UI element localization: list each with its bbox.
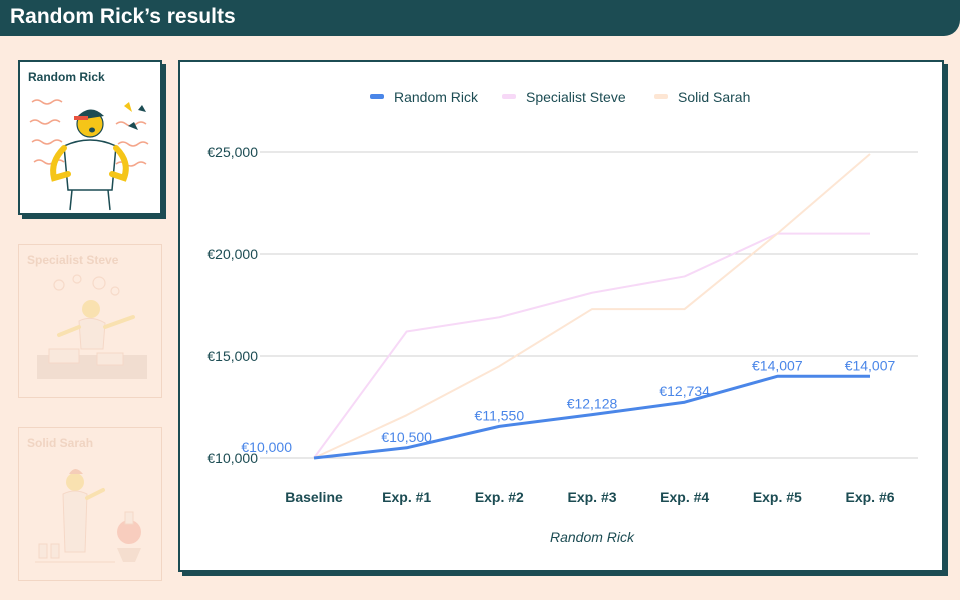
x-tick-label: Exp. #5 — [753, 489, 802, 505]
series-line — [313, 374, 870, 460]
legend-swatch — [654, 94, 668, 99]
y-tick-label: €15,000 — [207, 348, 258, 364]
series-line — [313, 232, 870, 459]
data-label: €14,007 — [845, 357, 896, 373]
header-bar: Random Rick’s results — [0, 0, 960, 36]
x-tick-label: Exp. #1 — [382, 489, 431, 505]
data-label: €14,007 — [752, 357, 803, 373]
x-axis-label: Random Rick — [550, 529, 635, 545]
y-tick-label: €25,000 — [207, 144, 258, 160]
random-rick-illustration — [29, 99, 149, 211]
x-tick-label: Exp. #3 — [567, 489, 616, 505]
results-chart-card: €10,000 €15,000 €20,000 €25,000 Baseline Exp.… — [178, 60, 944, 572]
legend-swatch — [370, 94, 384, 99]
y-tick-label: €10,000 — [207, 450, 258, 466]
legend-label: Random Rick — [394, 89, 479, 105]
page-title: Random Rick’s results — [10, 5, 236, 28]
profile-name: Specialist Steve — [27, 253, 119, 267]
x-tick-label: Baseline — [285, 489, 343, 505]
profile-card-specialist-steve[interactable]: Specialist Steve — [18, 244, 162, 398]
profile-name: Solid Sarah — [27, 436, 94, 450]
solid-sarah-illustration — [35, 469, 141, 563]
data-label: €12,128 — [567, 396, 618, 412]
results-line-chart: €10,000 €15,000 €20,000 €25,000 Baseline Exp.… — [207, 89, 918, 545]
y-tick-label: €20,000 — [207, 246, 258, 262]
data-label: €10,000 — [241, 439, 292, 455]
series-line — [313, 153, 871, 459]
data-label: €12,734 — [659, 383, 710, 399]
profile-card-random-rick[interactable]: Random Rick — [18, 60, 162, 215]
specialist-steve-illustration — [37, 274, 147, 379]
profile-card-solid-sarah[interactable]: Solid Sarah — [18, 427, 162, 581]
x-tick-label: Exp. #2 — [475, 489, 524, 505]
legend-label: Specialist Steve — [526, 89, 626, 105]
legend-swatch — [502, 94, 516, 99]
profile-name: Random Rick — [28, 70, 105, 84]
x-tick-label: Exp. #6 — [845, 489, 894, 505]
legend-label: Solid Sarah — [678, 89, 750, 105]
data-label: €11,550 — [475, 407, 525, 423]
x-tick-label: Exp. #4 — [660, 489, 709, 505]
data-label: €10,500 — [381, 429, 432, 445]
